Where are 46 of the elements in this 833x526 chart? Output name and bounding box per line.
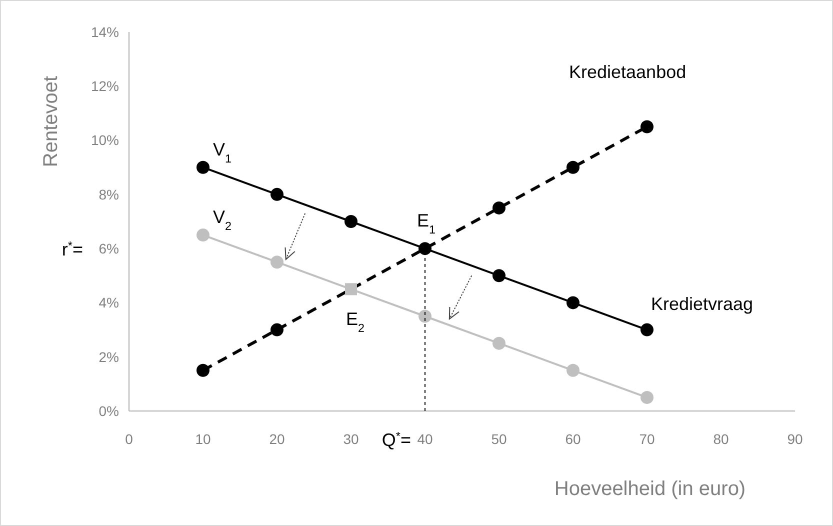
point — [418, 310, 432, 323]
y-tick-label: 14% — [90, 24, 119, 40]
x-tick-label: 40 — [417, 430, 433, 447]
y-tick-label: 12% — [90, 78, 119, 94]
point — [196, 364, 210, 377]
x-tick-label: 60 — [565, 430, 581, 447]
x-tick-label: 10 — [195, 430, 211, 447]
x-tick-label: 50 — [491, 430, 507, 447]
point — [344, 215, 358, 228]
x-tick-label: 30 — [343, 430, 359, 447]
y-tick-label: 8% — [98, 186, 119, 202]
annotation: E$_{2}$ — [346, 309, 365, 335]
point — [196, 228, 210, 242]
point — [492, 201, 506, 214]
annotation: E$_{1}$ — [417, 210, 436, 236]
point — [492, 269, 506, 282]
point — [640, 390, 654, 404]
y-tick-label: 6% — [98, 240, 119, 256]
point — [566, 364, 580, 377]
x-tick-label: 70 — [639, 430, 655, 447]
annotation: Kredietaanbod — [569, 62, 686, 82]
y-tick-label: 4% — [98, 294, 119, 311]
x-axis-title: Hoeveelheid (in euro) — [554, 478, 746, 500]
x-tick-label: 90 — [787, 430, 803, 447]
point — [270, 323, 284, 336]
point — [640, 323, 654, 336]
point — [345, 283, 357, 296]
x-tick-label: 0 — [125, 430, 134, 447]
x-tick-label: 20 — [269, 430, 285, 447]
annotation: Kredietvraag — [651, 294, 754, 314]
point — [270, 188, 284, 201]
point — [566, 160, 580, 174]
text: r$^{*}$= — [62, 239, 83, 260]
point — [270, 256, 284, 269]
point — [196, 160, 210, 174]
y-tick-label: 2% — [98, 348, 119, 365]
y-tick-label: 0% — [98, 402, 119, 419]
series-label: V$_{1}$ — [213, 139, 232, 165]
text: Q$^{*}$= — [382, 430, 411, 450]
series-label: V$_{2}$ — [213, 207, 232, 233]
y-tick-label: 10% — [90, 132, 119, 148]
point — [492, 336, 506, 350]
point — [640, 120, 654, 134]
point — [566, 296, 580, 310]
x-tick-label: 80 — [713, 430, 729, 447]
y-axis-title: Rentevoet — [40, 75, 62, 168]
